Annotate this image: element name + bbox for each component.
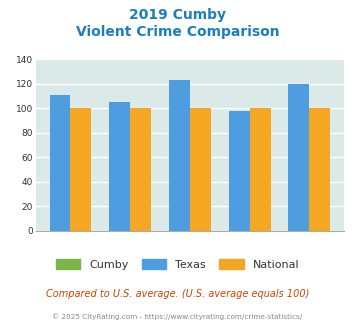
Legend: Cumby, Texas, National: Cumby, Texas, National (51, 255, 304, 274)
Bar (169, 80, 190, 231)
Text: © 2025 CityRating.com - https://www.cityrating.com/crime-statistics/: © 2025 CityRating.com - https://www.city… (53, 313, 302, 319)
Bar (109, 102, 130, 231)
Bar (229, 111, 250, 231)
Bar (70, 109, 91, 231)
Bar (310, 109, 330, 231)
Bar (289, 84, 310, 231)
Bar (50, 95, 70, 231)
Bar (190, 109, 211, 231)
Text: Violent Crime Comparison: Violent Crime Comparison (76, 25, 279, 39)
Bar (130, 109, 151, 231)
Text: 2019 Cumby: 2019 Cumby (129, 8, 226, 22)
Text: Compared to U.S. average. (U.S. average equals 100): Compared to U.S. average. (U.S. average … (46, 289, 309, 299)
Bar (250, 109, 271, 231)
